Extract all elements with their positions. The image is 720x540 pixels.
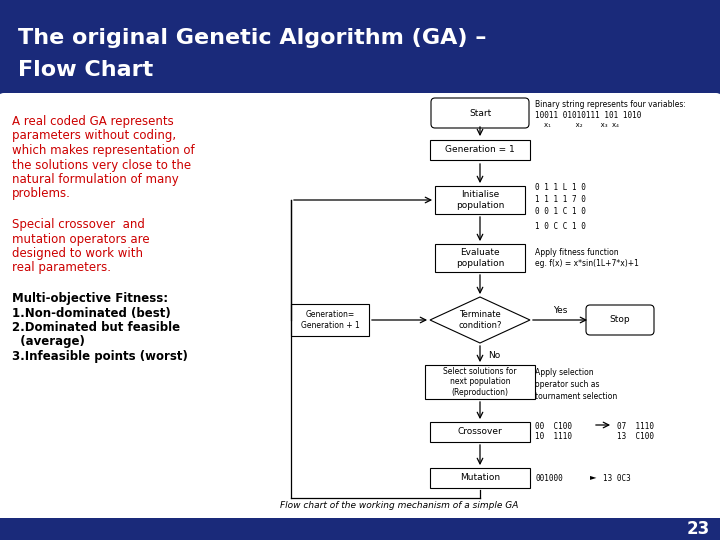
Text: Binary string represents four variables:: Binary string represents four variables: (535, 100, 686, 109)
Text: Multi-objective Fitness:: Multi-objective Fitness: (12, 292, 168, 305)
Text: Evaluate
population: Evaluate population (456, 248, 504, 268)
Text: Apply selection
operator such as
tournament selection: Apply selection operator such as tournam… (535, 368, 617, 401)
Text: Yes: Yes (553, 306, 567, 315)
Text: eg. f(x) = x*sin(1L+7*x)+1: eg. f(x) = x*sin(1L+7*x)+1 (535, 259, 639, 268)
Text: Stop: Stop (610, 315, 630, 325)
Text: Select solutions for
next population
(Reproduction): Select solutions for next population (Re… (444, 367, 517, 397)
Bar (430, 422, 530, 442)
Text: ►: ► (590, 472, 596, 481)
Text: 00  C100: 00 C100 (535, 422, 572, 431)
Text: 13 0C3: 13 0C3 (603, 474, 631, 483)
Bar (435, 244, 525, 272)
Text: 23: 23 (687, 520, 710, 538)
Text: Flow Chart: Flow Chart (18, 60, 153, 80)
Text: Terminate
condition?: Terminate condition? (458, 310, 502, 330)
Text: which makes representation of: which makes representation of (12, 144, 194, 157)
Text: 1 0 C C 1 0: 1 0 C C 1 0 (535, 222, 586, 231)
Text: The original Genetic Algorithm (GA) –: The original Genetic Algorithm (GA) – (18, 28, 487, 48)
Text: Flow chart of the working mechanism of a simple GA: Flow chart of the working mechanism of a… (280, 501, 518, 510)
Text: 10011 01010111 101 1010: 10011 01010111 101 1010 (535, 111, 642, 120)
Text: Generation=
Generation + 1: Generation= Generation + 1 (301, 310, 359, 330)
Text: 13  C100: 13 C100 (617, 432, 654, 441)
Text: x₁           x₂        x₃  x₄: x₁ x₂ x₃ x₄ (535, 122, 619, 128)
Text: 2.Dominated but feasible: 2.Dominated but feasible (12, 321, 180, 334)
Text: Apply fitness function: Apply fitness function (535, 248, 618, 257)
Text: Start: Start (469, 109, 491, 118)
Text: problems.: problems. (12, 187, 71, 200)
Text: A real coded GA represents: A real coded GA represents (12, 115, 174, 128)
Text: parameters without coding,: parameters without coding, (12, 130, 176, 143)
Text: Special crossover  and: Special crossover and (12, 218, 145, 231)
Text: mutation operators are: mutation operators are (12, 233, 150, 246)
Text: natural formulation of many: natural formulation of many (12, 173, 179, 186)
Text: 3.Infeasible points (worst): 3.Infeasible points (worst) (12, 350, 188, 363)
Text: Initialise
population: Initialise population (456, 190, 504, 210)
Polygon shape (430, 297, 530, 343)
Text: 1.Non-dominated (best): 1.Non-dominated (best) (12, 307, 171, 320)
Bar (0, 0, 720, 95)
Text: designed to work with: designed to work with (12, 247, 143, 260)
Text: 001000: 001000 (535, 474, 563, 483)
Bar (425, 365, 535, 399)
FancyBboxPatch shape (431, 98, 529, 128)
Text: the solutions very close to the: the solutions very close to the (12, 159, 191, 172)
Text: No: No (488, 351, 500, 360)
Text: 10  1110: 10 1110 (535, 432, 572, 441)
Bar (291, 304, 369, 336)
FancyBboxPatch shape (586, 305, 654, 335)
Bar (435, 186, 525, 214)
Bar (430, 140, 530, 160)
Bar (430, 468, 530, 488)
Bar (0, 518, 720, 540)
Text: (average): (average) (12, 335, 85, 348)
Text: Mutation: Mutation (460, 474, 500, 483)
Text: Crossover: Crossover (458, 428, 503, 436)
Text: 0 1 1 L 1 0
1 1 1 1 7 0
0 0 1 C 1 0: 0 1 1 L 1 0 1 1 1 1 7 0 0 0 1 C 1 0 (535, 183, 586, 215)
Text: Generation = 1: Generation = 1 (445, 145, 515, 154)
FancyBboxPatch shape (0, 93, 720, 528)
Text: 07  1110: 07 1110 (617, 422, 654, 431)
Text: real parameters.: real parameters. (12, 261, 111, 274)
